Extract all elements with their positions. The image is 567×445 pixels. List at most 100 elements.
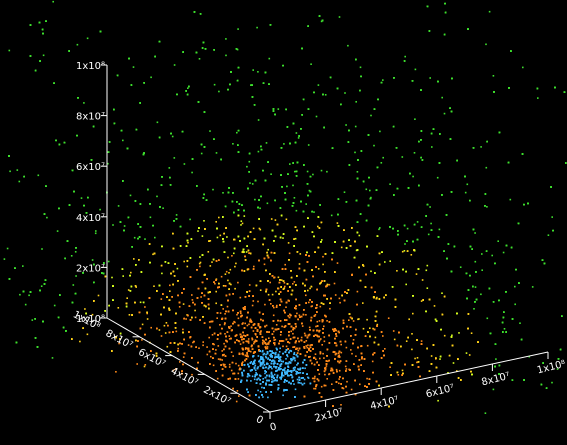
data-point bbox=[329, 307, 331, 310]
data-point bbox=[136, 363, 138, 365]
data-point bbox=[242, 361, 244, 363]
data-point bbox=[172, 369, 175, 372]
data-point bbox=[287, 362, 290, 365]
data-point bbox=[465, 352, 468, 354]
data-point bbox=[382, 335, 384, 337]
data-point bbox=[537, 97, 539, 99]
data-point bbox=[154, 236, 156, 239]
data-point bbox=[191, 299, 194, 301]
data-point bbox=[169, 290, 171, 292]
data-point bbox=[269, 354, 271, 357]
data-point bbox=[319, 357, 321, 360]
data-point bbox=[276, 304, 278, 307]
data-point bbox=[292, 283, 294, 285]
data-point bbox=[323, 336, 326, 338]
data-point bbox=[9, 170, 11, 173]
data-point bbox=[153, 285, 155, 287]
data-point bbox=[16, 169, 19, 171]
data-point bbox=[248, 160, 251, 163]
data-point bbox=[183, 260, 185, 263]
data-point bbox=[253, 378, 256, 381]
data-point bbox=[285, 345, 288, 348]
data-point bbox=[191, 294, 193, 296]
data-point bbox=[335, 342, 337, 344]
data-point bbox=[251, 337, 253, 339]
data-point bbox=[311, 377, 314, 380]
data-point bbox=[287, 315, 289, 317]
data-point bbox=[379, 130, 381, 133]
data-point bbox=[393, 338, 396, 341]
data-point bbox=[336, 262, 339, 264]
data-point bbox=[74, 251, 77, 253]
data-point bbox=[270, 371, 273, 374]
data-point bbox=[175, 330, 178, 333]
data-point bbox=[389, 183, 391, 185]
data-point bbox=[262, 396, 264, 398]
data-point bbox=[221, 350, 223, 352]
data-point bbox=[292, 184, 294, 187]
data-point bbox=[247, 342, 250, 344]
data-point bbox=[115, 371, 117, 373]
data-point bbox=[321, 344, 323, 346]
data-point bbox=[265, 356, 268, 359]
data-point bbox=[287, 242, 290, 244]
data-point bbox=[438, 228, 441, 231]
data-point bbox=[366, 318, 368, 321]
data-point bbox=[382, 79, 384, 81]
data-point bbox=[222, 308, 224, 310]
data-point bbox=[233, 252, 235, 255]
data-point bbox=[70, 255, 73, 257]
data-point bbox=[340, 404, 342, 406]
data-point bbox=[267, 293, 270, 296]
data-point bbox=[404, 55, 406, 58]
data-point bbox=[396, 270, 398, 272]
data-point bbox=[76, 43, 79, 46]
data-point bbox=[285, 371, 287, 374]
data-point bbox=[246, 324, 249, 327]
data-point bbox=[357, 318, 359, 321]
data-point bbox=[285, 362, 287, 364]
data-point bbox=[215, 302, 217, 305]
data-point bbox=[216, 317, 218, 319]
data-point bbox=[46, 216, 48, 219]
data-point bbox=[412, 175, 414, 178]
data-point bbox=[347, 44, 349, 47]
data-point bbox=[198, 347, 200, 349]
data-point bbox=[112, 224, 114, 226]
data-point bbox=[324, 94, 327, 96]
data-point bbox=[252, 227, 255, 230]
data-point bbox=[228, 363, 231, 366]
data-point bbox=[551, 216, 553, 218]
data-point bbox=[236, 390, 239, 392]
data-point bbox=[411, 348, 413, 351]
data-point bbox=[348, 368, 350, 371]
data-point bbox=[130, 271, 132, 274]
data-point bbox=[294, 388, 297, 391]
data-point bbox=[283, 388, 285, 391]
data-point bbox=[382, 156, 384, 159]
data-point bbox=[267, 248, 269, 251]
data-point bbox=[160, 335, 163, 337]
data-point bbox=[328, 283, 331, 286]
data-point bbox=[198, 58, 201, 60]
data-point bbox=[216, 236, 219, 239]
data-point bbox=[439, 358, 441, 360]
data-point bbox=[144, 306, 146, 308]
data-point bbox=[240, 312, 242, 315]
data-point bbox=[317, 84, 320, 86]
data-point bbox=[474, 286, 477, 288]
data-point bbox=[389, 260, 391, 262]
data-point bbox=[156, 195, 158, 198]
data-point bbox=[143, 365, 146, 368]
data-point bbox=[237, 317, 240, 320]
data-point bbox=[237, 281, 239, 284]
data-point bbox=[327, 360, 329, 363]
data-point bbox=[3, 258, 6, 260]
data-point bbox=[265, 324, 268, 327]
data-point bbox=[160, 298, 163, 300]
data-point bbox=[257, 150, 260, 153]
data-point bbox=[146, 318, 149, 320]
data-point bbox=[293, 327, 296, 330]
data-point bbox=[338, 331, 340, 334]
data-point bbox=[283, 143, 285, 145]
